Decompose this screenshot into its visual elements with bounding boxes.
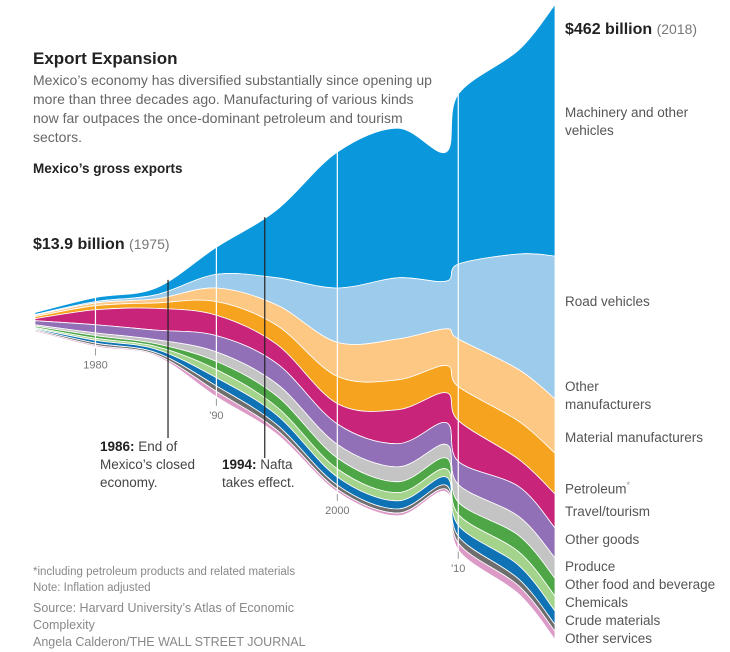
legend-label: Produce bbox=[565, 559, 616, 574]
end-value: $462 billion bbox=[565, 21, 653, 38]
credit-text: Angela Calderon/THE WALL STREET JOURNAL bbox=[33, 635, 306, 649]
legend-label: Other services bbox=[565, 631, 653, 646]
end-value-callout: $462 billion (2018) bbox=[565, 21, 697, 39]
x-tick-label: 1980 bbox=[83, 359, 107, 371]
legend-label: Material manufacturers bbox=[565, 430, 704, 445]
legend-label: Petroleum* bbox=[565, 480, 631, 497]
chart-heading: Export Expansion bbox=[33, 49, 178, 68]
legend-label: Other manufacturers bbox=[565, 379, 652, 412]
source-text: Source: Harvard University’s Atlas of Ec… bbox=[33, 601, 294, 632]
x-tick-label: '10 bbox=[451, 563, 465, 575]
legend-label: Chemicals bbox=[565, 595, 629, 610]
stream-other-services bbox=[34, 329, 556, 641]
x-tick-label: '90 bbox=[209, 410, 223, 422]
legend-label: Crude materials bbox=[565, 613, 661, 628]
start-value: $13.9 billion bbox=[33, 236, 125, 253]
start-year: (1975) bbox=[129, 236, 170, 252]
annotation-1994: 1994: Nafta takes effect. bbox=[222, 457, 295, 490]
legend-label: Machinery and other vehicles bbox=[565, 105, 689, 138]
annotation-1986: 1986: End of Mexico’s closed economy. bbox=[100, 439, 196, 490]
start-value-callout: $13.9 billion (1975) bbox=[33, 236, 170, 254]
x-tick-label: 2000 bbox=[325, 505, 349, 517]
note-text: Note: Inflation adjusted bbox=[33, 582, 151, 594]
footnote: *including petroleum products and relate… bbox=[33, 564, 353, 596]
chart-title: Mexico’s gross exports bbox=[33, 161, 183, 176]
legend-label: Road vehicles bbox=[565, 294, 650, 309]
legend-label: Travel/tourism bbox=[565, 504, 651, 519]
end-year: (2018) bbox=[656, 21, 698, 37]
legend-label: Other goods bbox=[565, 532, 640, 547]
source-block: Source: Harvard University’s Atlas of Ec… bbox=[33, 600, 323, 651]
footnote-text: *including petroleum products and relate… bbox=[33, 566, 296, 578]
legend-label: Other food and beverage bbox=[565, 577, 716, 592]
chart-description: Mexico’s economy has diversified substan… bbox=[33, 72, 432, 145]
